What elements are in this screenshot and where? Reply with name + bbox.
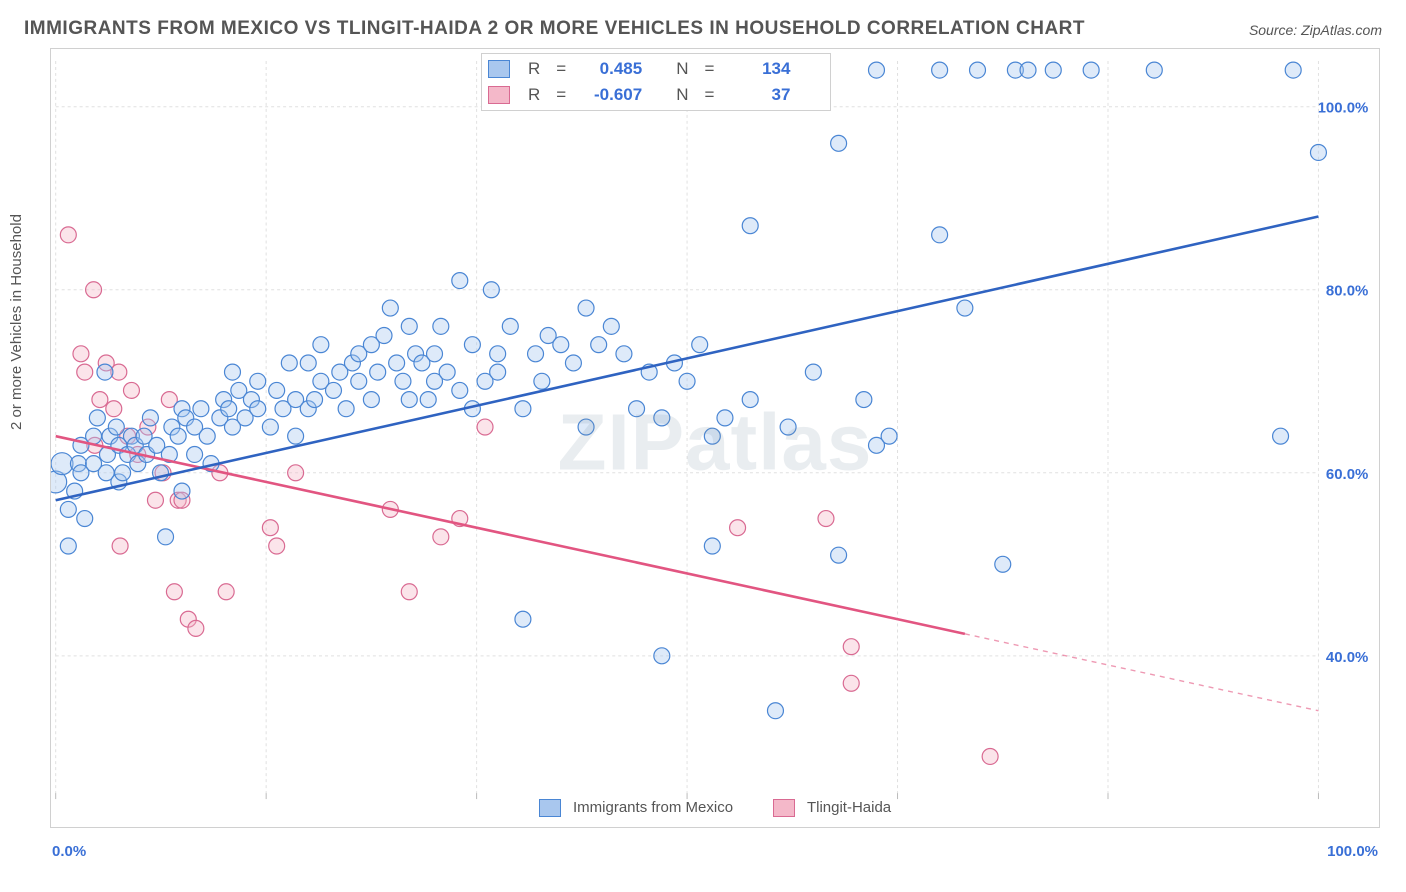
legend-row-series-a: R = 0.485 N = 134 bbox=[488, 56, 824, 82]
legend-label-b: Tlingit-Haida bbox=[807, 799, 891, 816]
legend-swatch-b bbox=[488, 86, 510, 104]
legend-r-value-b: -0.607 bbox=[572, 85, 642, 105]
legend-n-value-b: 37 bbox=[720, 85, 790, 105]
legend-n-value-a: 134 bbox=[720, 59, 790, 79]
series-legend: Immigrants from Mexico Tlingit-Haida bbox=[51, 795, 1379, 821]
regression-legend: R = 0.485 N = 134 R = -0.607 N = 37 bbox=[481, 53, 831, 111]
legend-label-a: Immigrants from Mexico bbox=[573, 799, 733, 816]
source-attribution: Source: ZipAtlas.com bbox=[1249, 22, 1382, 38]
svg-text:80.0%: 80.0% bbox=[1326, 283, 1368, 300]
x-tick-right: 100.0% bbox=[1327, 843, 1378, 860]
equals-sign: = bbox=[705, 85, 715, 105]
chart-container: IMMIGRANTS FROM MEXICO VS TLINGIT-HAIDA … bbox=[0, 0, 1406, 892]
legend-r-label: R bbox=[528, 59, 540, 79]
chart-title: IMMIGRANTS FROM MEXICO VS TLINGIT-HAIDA … bbox=[24, 18, 1085, 40]
x-tick-left: 0.0% bbox=[52, 843, 86, 860]
legend-swatch-a bbox=[488, 60, 510, 78]
equals-sign: = bbox=[556, 59, 566, 79]
legend-n-label: N bbox=[676, 59, 688, 79]
legend-item-b: Tlingit-Haida bbox=[773, 799, 891, 817]
legend-r-value-a: 0.485 bbox=[572, 59, 642, 79]
y-axis-label: 2 or more Vehicles in Household bbox=[8, 214, 25, 430]
legend-swatch-b bbox=[773, 799, 795, 817]
legend-row-series-b: R = -0.607 N = 37 bbox=[488, 82, 824, 108]
legend-r-label: R bbox=[528, 85, 540, 105]
svg-text:40.0%: 40.0% bbox=[1326, 649, 1368, 666]
legend-item-a: Immigrants from Mexico bbox=[539, 799, 733, 817]
plot-area: 40.0%60.0%80.0%100.0% ZIPatlas R = 0.485… bbox=[50, 48, 1380, 828]
svg-text:100.0%: 100.0% bbox=[1318, 100, 1369, 117]
equals-sign: = bbox=[556, 85, 566, 105]
legend-n-label: N bbox=[676, 85, 688, 105]
svg-text:60.0%: 60.0% bbox=[1326, 466, 1368, 483]
legend-swatch-a bbox=[539, 799, 561, 817]
equals-sign: = bbox=[705, 59, 715, 79]
scatter-svg: 40.0% 60.0% 80.0% 100.0% bbox=[51, 49, 1379, 827]
